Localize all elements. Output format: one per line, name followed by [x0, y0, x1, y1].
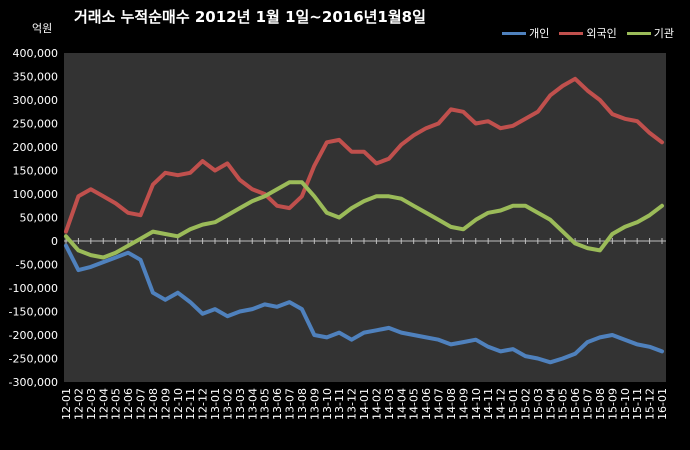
series-line-foreign [64, 76, 664, 234]
x-tick-label: 14-10 [470, 388, 483, 420]
x-tick-label: 12-07 [135, 388, 148, 420]
y-tick-label: -200,000 [9, 329, 58, 342]
x-tick-label: 15-08 [594, 388, 607, 420]
x-tick-label: 12-03 [85, 388, 98, 420]
x-tick-label: 12-06 [122, 388, 135, 420]
y-tick-label: -100,000 [9, 282, 58, 295]
legend-item-individual: 개인 [502, 25, 549, 41]
x-tick-label: 15-06 [569, 388, 582, 420]
x-tick-label: 14-01 [358, 388, 371, 420]
x-tick-label: 15-09 [606, 388, 619, 420]
legend-label-individual: 개인 [529, 27, 550, 40]
x-tick-label: 13-09 [308, 388, 321, 420]
y-axis: 400,000 350,000 300,000 250,000 200,000 150,0… [9, 47, 666, 389]
chart-title: 거래소 누적순매수 2012년 1월 1일~2016년1월8일 [74, 8, 426, 26]
x-tick-label: 15-01 [507, 388, 520, 420]
legend: 개인 외국인 기관 [502, 25, 674, 41]
legend-label-institution: 기관 [653, 27, 674, 40]
x-tick-label: 12-10 [172, 388, 185, 420]
y-tick-label: 200,000 [13, 141, 59, 154]
x-tick-label: 14-08 [445, 388, 458, 420]
y-tick-label: -250,000 [9, 353, 58, 366]
x-tick-label: 13-07 [284, 388, 297, 420]
y-tick-label: 50,000 [20, 212, 59, 225]
x-tick-label: 15-12 [644, 388, 657, 420]
legend-label-foreign: 외국인 [586, 27, 617, 40]
x-tick-label: 15-04 [544, 388, 557, 420]
x-tick-label: 16-01 [656, 388, 669, 420]
y-tick-label: -150,000 [9, 306, 58, 319]
y-tick-label: 400,000 [13, 47, 59, 60]
legend-swatch-foreign [559, 31, 584, 35]
x-tick-label: 14-07 [433, 388, 446, 420]
unit-label: 억원 [32, 22, 53, 35]
x-tick-label: 12-05 [110, 388, 123, 420]
x-tick-label: 14-03 [383, 388, 396, 420]
y-tick-label: 300,000 [13, 94, 59, 107]
x-tick-label: 13-11 [333, 388, 346, 420]
x-tick-label: 14-05 [408, 388, 421, 420]
x-tick-label: 13-08 [296, 388, 309, 420]
x-tick-label: 12-04 [97, 388, 110, 420]
x-tick-label: 14-09 [457, 388, 470, 420]
x-tick-label: 12-08 [147, 388, 160, 420]
x-tick-label: 15-03 [532, 388, 545, 420]
y-tick-label: 350,000 [13, 71, 59, 84]
legend-item-institution: 기관 [626, 25, 674, 41]
x-tick-label: 15-10 [619, 388, 632, 420]
x-tick-label: 14-04 [395, 388, 408, 420]
x-tick-label: 15-05 [557, 388, 570, 420]
x-tick-label: 14-12 [495, 388, 508, 420]
x-tick-label: 13-12 [346, 388, 359, 420]
x-tick-label: 13-02 [221, 388, 234, 420]
x-tick-label: 13-04 [246, 388, 259, 420]
x-tick-label: 13-06 [271, 388, 284, 420]
x-tick-label: 12-02 [72, 388, 85, 420]
y-tick-label: 150,000 [13, 165, 59, 178]
x-tick-label: 14-06 [420, 388, 433, 420]
y-tick-label: 0 [51, 235, 58, 248]
x-tick-label: 12-09 [159, 388, 172, 420]
legend-swatch-institution [626, 31, 651, 35]
plot-area [64, 53, 666, 382]
y-tick-label: 250,000 [13, 118, 59, 131]
legend-item-foreign: 외국인 [559, 25, 617, 41]
x-tick-label: 12-12 [197, 388, 210, 420]
x-tick-label: 13-10 [321, 388, 334, 420]
x-tick-label: 12-11 [184, 388, 197, 420]
x-tick-label: 15-11 [631, 388, 644, 420]
x-tick-label: 15-02 [519, 388, 532, 420]
x-tick-label: 13-03 [234, 388, 247, 420]
legend-swatch-individual [502, 31, 527, 35]
y-tick-label: -50,000 [16, 259, 58, 272]
x-tick-label: 13-01 [209, 388, 222, 420]
x-tick-label: 14-11 [482, 388, 495, 420]
x-tick-label: 13-05 [259, 388, 272, 420]
y-tick-label: 100,000 [13, 188, 59, 201]
y-tick-label: -300,000 [9, 376, 58, 389]
series-line-institution [64, 180, 664, 260]
x-tick-label: 14-02 [370, 388, 383, 420]
series-line-individual [64, 243, 664, 365]
x-tick-label: 12-01 [60, 388, 73, 420]
series-lines [64, 76, 664, 365]
x-tick-label: 15-07 [582, 388, 595, 420]
